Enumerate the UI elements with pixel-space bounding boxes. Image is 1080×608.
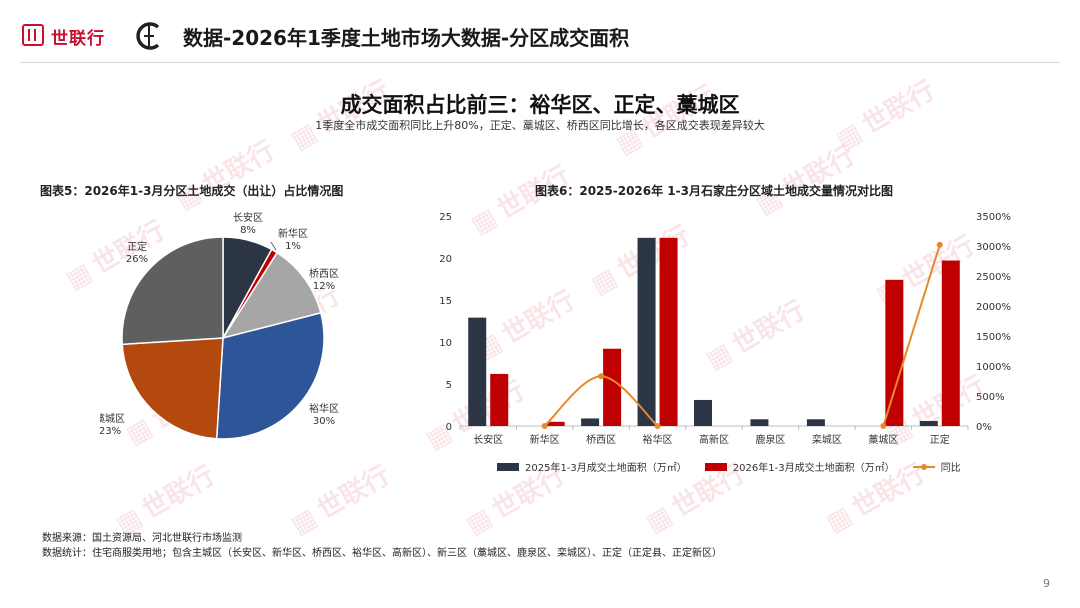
x-axis-category-label: 栾城区: [812, 433, 842, 446]
legend-label-2025: 2025年1-3月成交土地面积（万㎡）: [525, 463, 687, 474]
y2-axis-tick-label: 1500%: [976, 332, 1011, 343]
y2-axis-tick-label: 2500%: [976, 272, 1011, 283]
legend-swatch-2025: [497, 462, 519, 471]
page-title: 数据-2026年1季度土地市场大数据-分区成交面积: [183, 26, 630, 50]
pie-slice-label: 新华区: [278, 227, 308, 240]
bar-2025: [637, 237, 656, 426]
y2-axis-tick-label: 1000%: [976, 362, 1011, 373]
y-axis-tick-label: 15: [439, 296, 452, 307]
data-source-note: 数据来源：国土资源局、河北世联行市场监测: [42, 533, 242, 544]
yoy-point: [880, 423, 887, 429]
y2-axis-tick-label: 3500%: [976, 212, 1011, 223]
x-axis-category-label: 高新区: [699, 433, 729, 446]
x-axis-category-label: 藁城区: [868, 433, 898, 446]
y-axis-tick-label: 20: [439, 254, 452, 265]
brand-name: 世联行: [51, 29, 105, 49]
pie-slice: [215, 311, 325, 440]
pie-chart-title: 图表5：2026年1-3月分区土地成交（出让）占比情况图: [40, 184, 344, 198]
legend-item-2026: 2026年1-3月成交土地面积（万㎡）: [704, 459, 895, 474]
pie-slice: [221, 251, 322, 340]
legend-label-yoy: 同比: [940, 463, 961, 474]
watermark: 世联行: [283, 455, 396, 541]
page-number: 9: [1043, 577, 1050, 590]
pie-slice: [121, 337, 224, 440]
pie-slice-label: 正定: [127, 240, 147, 253]
pie-slice-value: 23%: [100, 426, 121, 437]
x-axis-category-label: 新华区: [530, 433, 560, 446]
bar-2026: [546, 421, 565, 426]
pie-slice-value: 1%: [285, 241, 301, 252]
bar-2026: [659, 237, 678, 426]
bar-chart-title: 图表6：2025-2026年 1-3月石家庄分区域土地成交量情况对比图: [535, 184, 893, 198]
x-axis-category-label: 桥西区: [586, 434, 616, 446]
pie-slice-value: 8%: [240, 225, 256, 236]
pie-slice-value: 26%: [126, 254, 148, 265]
y-axis-tick-label: 10: [439, 338, 452, 349]
bar-2026: [603, 348, 622, 426]
bar-2026: [490, 373, 509, 426]
section-subtitle: 1季度全市成交面积同比上升80%，正定、藁城区、桥西区同比增长，各区成交表现差异…: [315, 119, 765, 132]
y2-axis-tick-label: 3000%: [976, 242, 1011, 253]
pie-slice-label: 桥西区: [309, 268, 339, 280]
y-axis-tick-label: 25: [439, 212, 452, 223]
bar-2025: [468, 317, 487, 426]
bar-2025: [806, 419, 825, 426]
legend-item-2025: 2025年1-3月成交土地面积（万㎡）: [497, 459, 687, 474]
y2-axis-tick-label: 500%: [976, 392, 1005, 403]
pie-slice-label: 裕华区: [309, 402, 339, 415]
bar-2025: [581, 418, 600, 426]
y-axis-tick-label: 5: [446, 380, 452, 391]
data-scope-note: 数据统计：住宅商服类用地；包含主城区（长安区、新华区、桥西区、裕华区、高新区）、…: [42, 548, 722, 559]
header-divider: [20, 62, 1060, 63]
yoy-point: [541, 423, 548, 429]
legend-label-2026: 2026年1-3月成交土地面积（万㎡）: [732, 463, 895, 474]
legend-swatch-2026: [704, 462, 727, 471]
bar-2025: [750, 419, 769, 426]
bar-2026: [941, 260, 960, 426]
bar-chart: 0 5 10 15 20 25 0% 500% 1000% 1500% 2000% 2500% 3000…: [439, 212, 1011, 446]
pie-slice-label: 长安区: [233, 211, 263, 224]
bar-2025: [919, 420, 938, 426]
pie-leader-line: [270, 241, 277, 251]
section-title: 成交面积占比前三：裕华区、正定、藁城区: [340, 93, 740, 117]
pie-slice-label: 藁城区: [100, 412, 125, 425]
pie-slice-value: 12%: [313, 281, 335, 292]
bar-2026: [885, 279, 904, 426]
bar-chart-legend: 2025年1-3月成交土地面积（万㎡） 2026年1-3月成交土地面积（万㎡） …: [497, 459, 979, 474]
c-mark-icon: [136, 22, 160, 50]
pie-slice-value: 30%: [313, 416, 335, 427]
x-axis-category-label: 长安区: [473, 433, 503, 446]
x-axis-category-label: 鹿泉区: [755, 433, 785, 446]
yoy-point: [598, 373, 605, 380]
yoy-point: [654, 423, 661, 429]
y2-axis-tick-label: 0%: [976, 422, 992, 433]
brand-logo-icon: [22, 24, 44, 46]
pie-slice: [121, 236, 224, 346]
y-axis-tick-label: 0: [446, 422, 452, 433]
x-axis-category-label: 正定: [930, 433, 950, 446]
x-axis-category-label: 裕华区: [643, 433, 673, 446]
y2-axis-tick-label: 2000%: [976, 302, 1011, 313]
legend-item-yoy: 同比: [912, 459, 961, 474]
yoy-line: [882, 244, 941, 427]
bar-2025: [694, 399, 712, 426]
legend-swatch-yoy: [912, 463, 935, 471]
yoy-point: [936, 241, 943, 248]
